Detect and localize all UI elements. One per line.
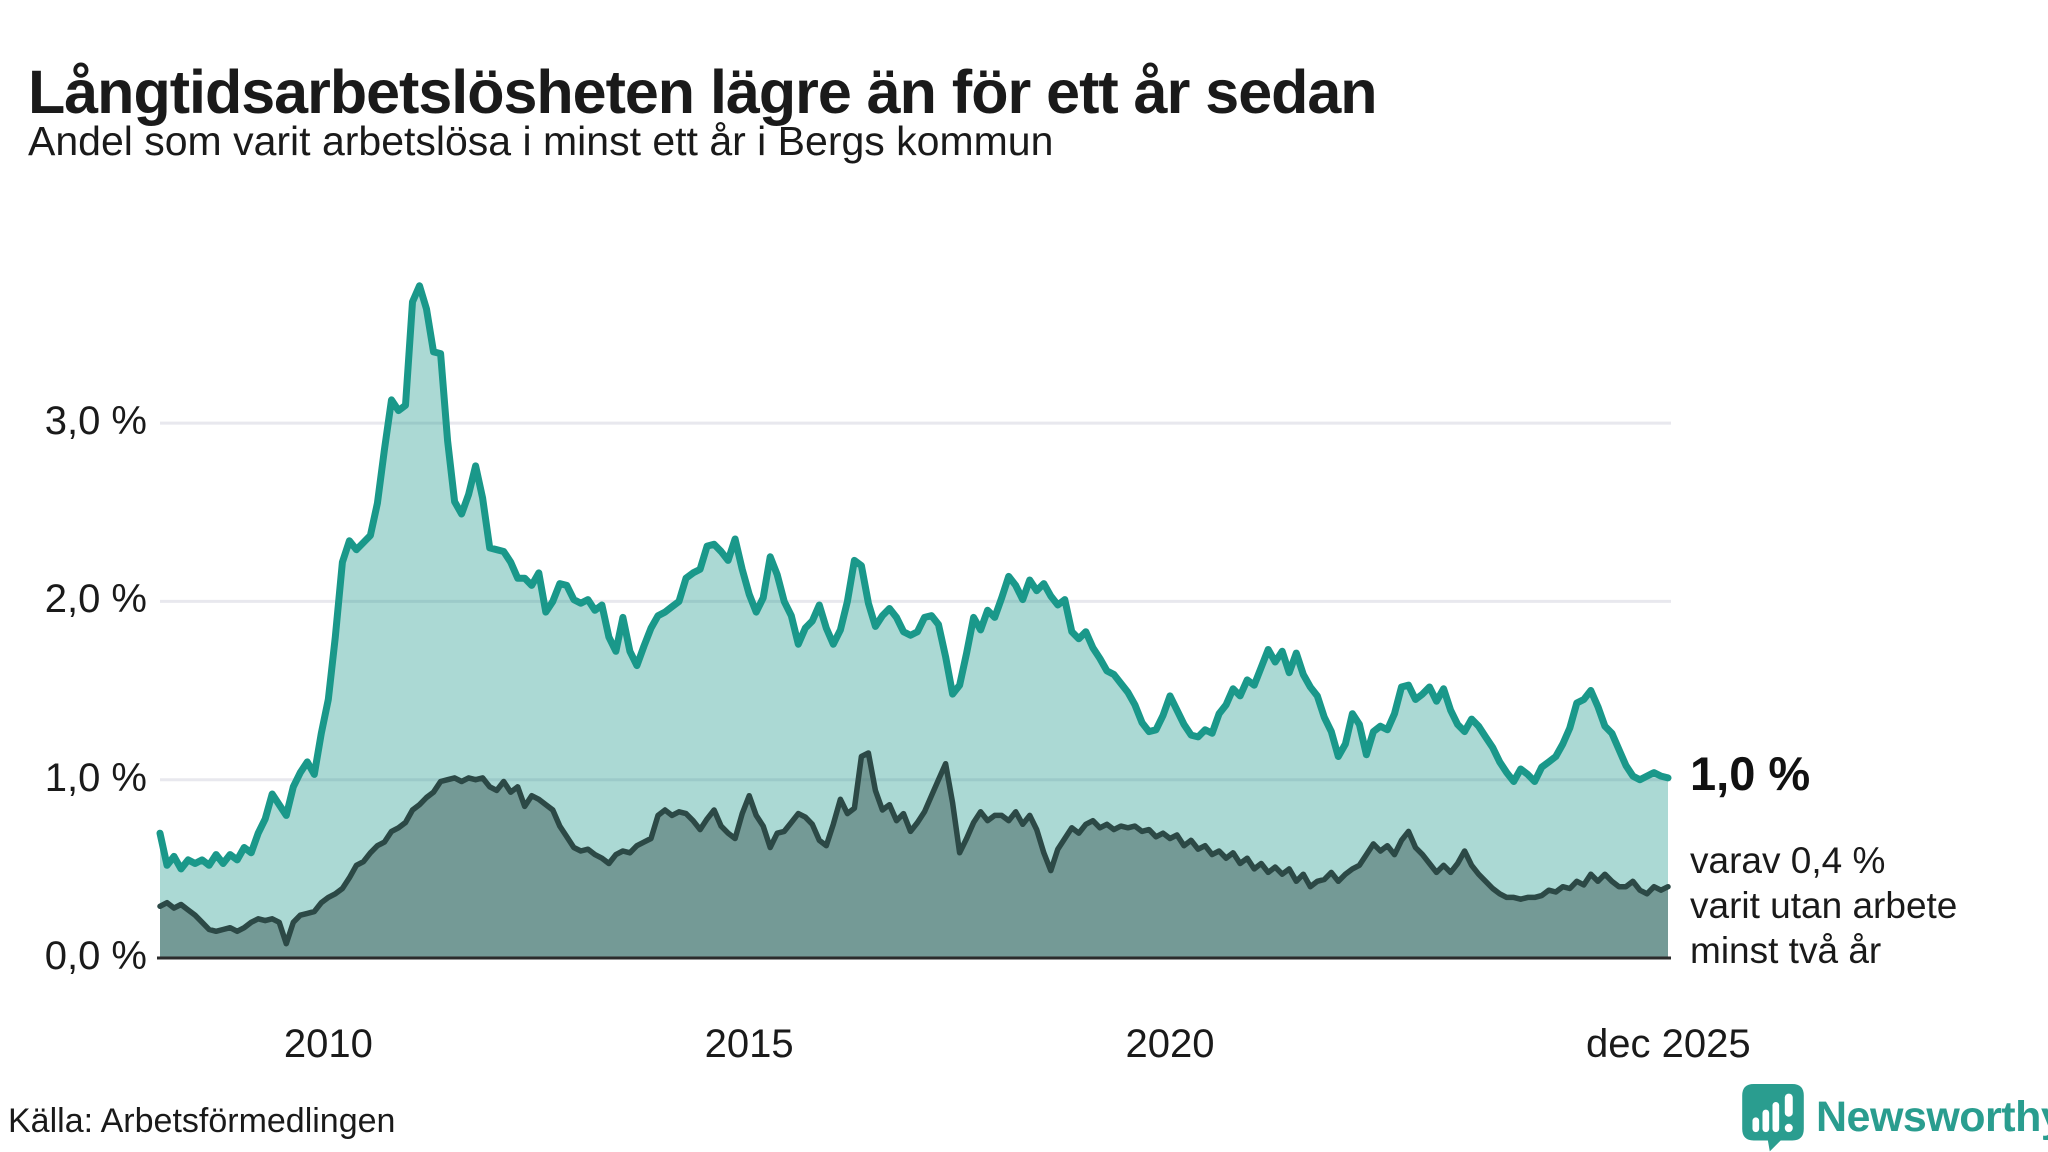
x-tick-label: 2010 <box>283 1022 373 1066</box>
y-tick-label: 1,0 % <box>44 755 147 800</box>
end-sub-line-2: varit utan arbete <box>1690 885 1958 926</box>
page-subtitle: Andel som varit arbetslösa i minst ett å… <box>28 118 1054 164</box>
end-sub-line-3: minst två år <box>1690 930 1882 971</box>
page-title: Långtidsarbetslösheten lägre än för ett … <box>28 57 1378 126</box>
y-tick-label: 2,0 % <box>44 577 147 622</box>
y-tick-label: 3,0 % <box>44 399 147 444</box>
end-sub-label: varav 0,4 % varit utan arbete minst två … <box>1690 838 1957 973</box>
x-tick-label: 2015 <box>704 1022 794 1066</box>
x-tick-label: 2020 <box>1125 1022 1215 1066</box>
y-tick-label: 0,0 % <box>44 934 147 978</box>
end-sub-line-1: varav 0,4 % <box>1690 840 1886 881</box>
series-0-area <box>160 285 1668 958</box>
newsworthy-logo: Newsworthy <box>1742 1084 2048 1152</box>
newsworthy-logo-text: Newsworthy <box>1816 1093 2048 1141</box>
end-value-label: 1,0 % <box>1690 747 1811 800</box>
series-1-line <box>157 750 1671 947</box>
series-1-area <box>160 753 1668 958</box>
series-0-line <box>156 282 1672 873</box>
x-tick-label: dec 2025 <box>1585 1022 1751 1066</box>
source-note: Källa: Arbetsförmedlingen <box>8 1102 396 1140</box>
newsworthy-logo-icon <box>1742 1084 1804 1152</box>
